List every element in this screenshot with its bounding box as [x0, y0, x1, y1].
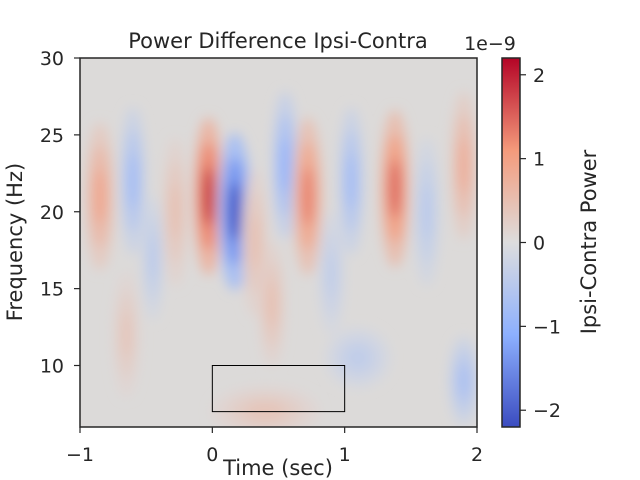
- heatmap-component: [346, 153, 357, 209]
- colorbar-tick-label: 1: [533, 149, 545, 171]
- colorbar: [501, 57, 521, 428]
- x-tick-label: 2: [471, 444, 483, 466]
- heatmap-component: [345, 346, 370, 369]
- heatmap-component: [148, 234, 157, 281]
- colorbar-tick-label: 2: [533, 65, 545, 87]
- heatmap-component: [128, 153, 138, 209]
- x-axis-label: Time (sec): [222, 456, 333, 480]
- heatmap-component: [170, 184, 181, 240]
- y-tick-label: 30: [40, 48, 64, 70]
- colorbar-tick-label: −2: [533, 400, 561, 422]
- colorbar-label: Ipsi-Contra Power: [577, 149, 601, 334]
- heatmap-component: [228, 182, 242, 242]
- heatmap-component: [94, 168, 106, 225]
- annotation-box: [211, 365, 346, 413]
- heatmap-component: [459, 137, 469, 194]
- colorbar-tick-label: 0: [533, 233, 545, 255]
- heatmap-component: [326, 250, 337, 297]
- x-tick-label: −1: [66, 444, 94, 466]
- plot-frame: [79, 57, 478, 428]
- heatmap-component: [267, 280, 277, 328]
- heatmap-component: [249, 214, 260, 271]
- y-tick-label: 15: [40, 279, 64, 301]
- y-tick-label: 10: [40, 356, 64, 378]
- heatmap-component: [121, 311, 132, 358]
- x-tick-label: 1: [339, 444, 351, 466]
- heatmap-component: [302, 166, 314, 226]
- colorbar-offset-text: 1e−9: [464, 33, 516, 55]
- colorbar-tick-label: −1: [533, 316, 561, 338]
- heatmap-component: [280, 137, 290, 194]
- x-tick-label: 0: [206, 444, 218, 466]
- y-tick-label: 20: [40, 202, 64, 224]
- y-axis-label: Frequency (Hz): [3, 163, 27, 321]
- chart-title: Power Difference Ipsi-Contra: [128, 29, 428, 53]
- y-tick-label: 25: [40, 125, 64, 147]
- heatmap-component: [202, 166, 214, 226]
- heatmap-component: [421, 184, 432, 240]
- heatmap: [80, 58, 477, 427]
- heatmap-component: [389, 159, 401, 219]
- heatmap-component: [458, 364, 470, 398]
